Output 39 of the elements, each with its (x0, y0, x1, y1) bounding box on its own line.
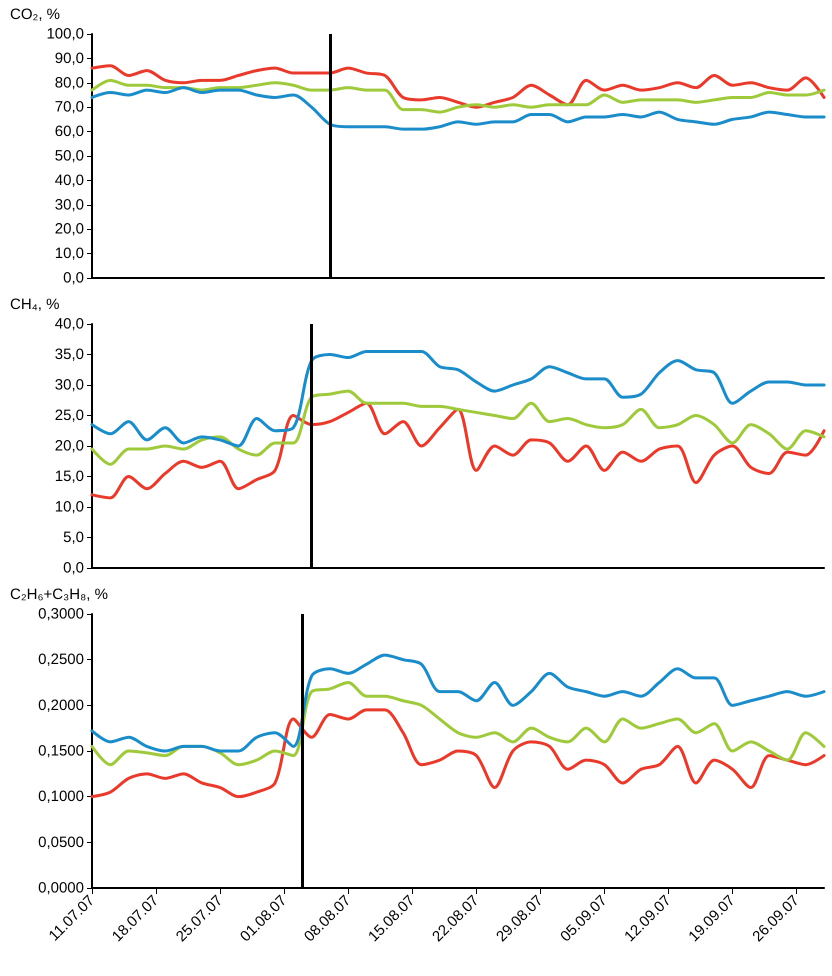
y-tick-label: 50,0 (54, 148, 84, 164)
y-tick-label: 20,0 (54, 220, 84, 238)
y-tick-label: 100,0 (46, 26, 84, 42)
y-tick-label: 20,0 (54, 438, 84, 454)
line-series (90, 86, 826, 131)
y-tick-label: 5,0 (63, 529, 84, 546)
y-axis-title: C₂H₆+C₃H₈, % (10, 586, 108, 603)
y-tick-label: 35,0 (54, 346, 84, 363)
line-series (90, 78, 826, 114)
y-tick-label: 10,0 (54, 245, 84, 262)
y-tick-label: 40,0 (54, 316, 84, 332)
y-axis-title: CO₂, % (10, 6, 60, 23)
y-tick-label: 80,0 (54, 74, 84, 92)
line-series (90, 64, 826, 109)
line-series (90, 350, 826, 448)
y-tick-label: 25,0 (54, 407, 84, 424)
y-tick-label: 15,0 (54, 468, 84, 485)
y-tick-label: 0,1500 (38, 742, 84, 760)
y-tick-label: 40,0 (54, 172, 84, 189)
line-series (90, 708, 826, 798)
y-tick-label: 0,1000 (38, 788, 84, 806)
line-series (90, 681, 826, 766)
y-tick-label: 60,0 (54, 123, 84, 140)
y-tick-label: 0,2500 (38, 651, 84, 668)
y-axis-title: CH₄, % (10, 296, 60, 313)
y-tick-label: 10,0 (54, 498, 84, 516)
y-tick-label: 70,0 (54, 98, 84, 116)
y-tick-label: 0,0500 (38, 834, 84, 851)
y-tick-label: 0,0 (63, 270, 84, 286)
y-tick-label: 90,0 (54, 50, 84, 67)
y-tick-label: 0,0 (63, 560, 84, 576)
y-tick-label: 0,3000 (38, 606, 84, 622)
line-series (90, 402, 826, 500)
y-tick-label: 30,0 (54, 376, 84, 394)
y-tick-label: 0,0000 (38, 880, 84, 896)
y-tick-label: 0,2000 (38, 696, 84, 714)
line-series (90, 654, 826, 752)
line-series (90, 390, 826, 466)
y-tick-label: 30,0 (54, 196, 84, 214)
